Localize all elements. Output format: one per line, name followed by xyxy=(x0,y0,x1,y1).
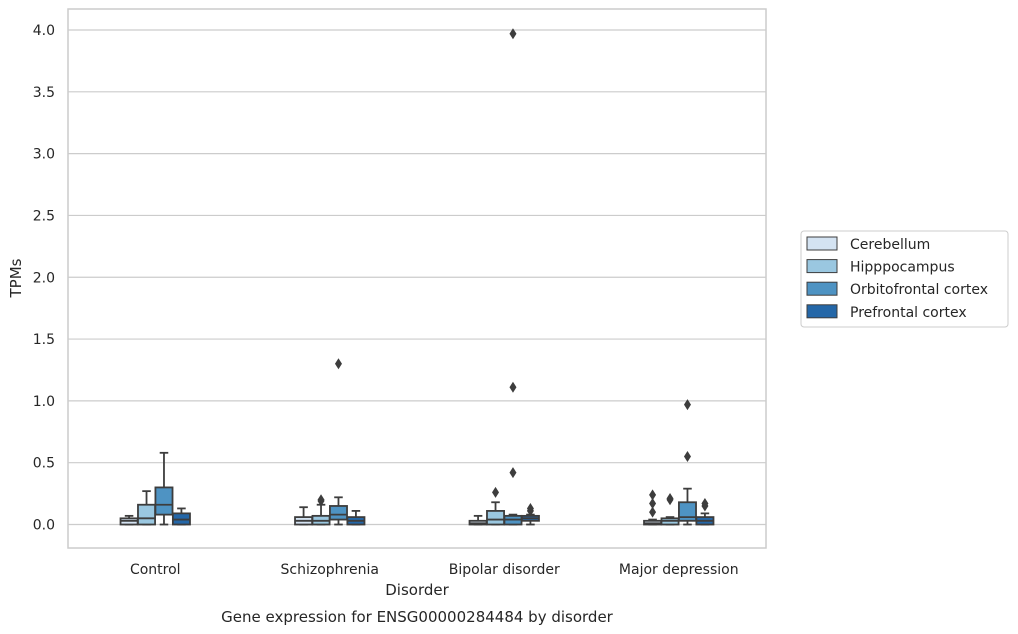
x-tick-label: Control xyxy=(130,562,181,578)
box-group xyxy=(346,510,366,526)
box-group xyxy=(154,451,174,526)
box-group xyxy=(695,497,715,526)
box xyxy=(154,486,174,516)
box-group xyxy=(119,514,139,526)
outlier-point xyxy=(666,493,674,505)
legend-label: Orbitofrontal cortex xyxy=(850,282,988,298)
plot-frame xyxy=(67,8,767,549)
outlier-point xyxy=(317,494,325,506)
outlier-point xyxy=(701,497,709,509)
y-axis-ticks: 0.0 0.5 1.0 1.5 2.0 2.5 3.0 3.5 4.0 xyxy=(33,23,55,533)
outlier-point xyxy=(334,358,342,370)
y-tick-label: 3.0 xyxy=(33,147,55,163)
legend-swatch xyxy=(806,281,838,296)
boxes xyxy=(119,28,715,526)
box-group xyxy=(329,358,348,526)
y-tick-label: 2.0 xyxy=(33,270,55,286)
y-tick-label: 4.0 xyxy=(33,23,55,39)
legend-frame xyxy=(800,230,1009,328)
y-tick-label: 0.0 xyxy=(33,518,55,534)
x-tick-label: Schizophrenia xyxy=(281,562,379,578)
legend-label: Prefrontal cortex xyxy=(850,305,967,321)
box-group xyxy=(468,514,488,526)
box xyxy=(678,501,697,522)
box-group xyxy=(678,399,697,526)
outlier-point xyxy=(492,486,500,498)
box-group xyxy=(503,28,523,526)
box-group xyxy=(643,489,663,526)
outlier-point xyxy=(683,451,691,463)
outlier-point xyxy=(509,28,517,40)
legend-items: Cerebellum Hipppocampus Orbitofrontal cort… xyxy=(806,236,988,321)
legend-swatch xyxy=(806,236,838,251)
y-tick-label: 1.0 xyxy=(33,394,55,410)
legend-swatch xyxy=(806,304,838,319)
legend-label: Cerebellum xyxy=(850,237,930,253)
figure-caption: Gene expression for ENSG00000284484 by d… xyxy=(221,608,614,626)
outlier-point xyxy=(649,497,657,509)
outlier-point xyxy=(526,502,534,514)
legend-label: Hipppocampus xyxy=(850,260,955,276)
box-group xyxy=(520,502,540,526)
legend-item: Orbitofrontal cortex xyxy=(806,281,988,298)
box-group xyxy=(486,486,505,526)
y-axis-label: TPMs xyxy=(7,258,25,298)
gridlines xyxy=(68,29,766,526)
y-tick-label: 1.5 xyxy=(33,332,55,348)
y-tick-label: 2.5 xyxy=(33,208,55,224)
legend-item: Prefrontal cortex xyxy=(806,304,967,321)
box-group xyxy=(294,506,314,526)
outlier-point xyxy=(683,399,691,411)
box xyxy=(486,510,505,526)
x-axis-ticks: Control Schizophrenia Bipolar disorder Majo… xyxy=(130,562,739,578)
box-group xyxy=(660,493,680,526)
y-tick-label: 3.5 xyxy=(33,85,55,101)
outlier-point xyxy=(649,489,657,501)
x-axis-label: Disorder xyxy=(385,581,449,599)
y-tick-label: 0.5 xyxy=(33,456,55,472)
box-group xyxy=(311,494,331,526)
legend-item: Hipppocampus xyxy=(806,259,955,276)
outlier-point xyxy=(649,506,657,518)
box-group xyxy=(171,507,191,526)
legend-swatch xyxy=(806,259,838,274)
outlier-point xyxy=(509,467,517,479)
box xyxy=(137,503,156,526)
box-group xyxy=(137,490,156,526)
outlier-point xyxy=(509,381,517,393)
x-tick-label: Major depression xyxy=(619,562,739,578)
box xyxy=(329,505,348,521)
x-tick-label: Bipolar disorder xyxy=(449,562,560,578)
legend-item: Cerebellum xyxy=(806,236,930,253)
legend: Cerebellum Hipppocampus Orbitofrontal cort… xyxy=(800,230,1009,328)
